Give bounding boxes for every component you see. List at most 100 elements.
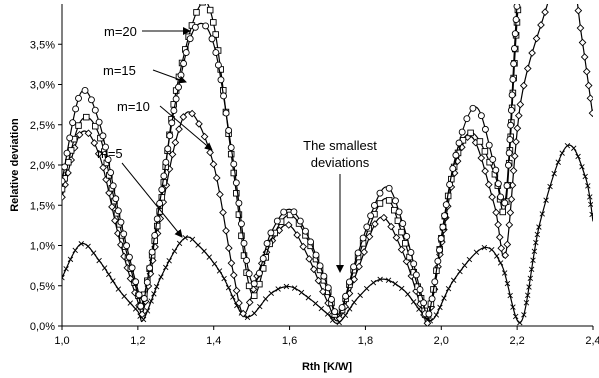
- data-point-marker: [399, 220, 407, 228]
- data-point-marker: [437, 235, 445, 243]
- data-point-marker: [564, 142, 571, 149]
- data-point-marker: [78, 241, 84, 247]
- y-tick-label: 2,5%: [30, 120, 55, 132]
- data-point-marker: [232, 179, 240, 187]
- data-point-marker: [296, 217, 304, 225]
- data-point-marker: [360, 248, 369, 256]
- data-point-marker: [75, 94, 82, 102]
- series-m15: [62, 4, 522, 320]
- data-point-marker: [351, 299, 357, 306]
- data-point-marker: [62, 193, 66, 202]
- data-point-marker: [587, 194, 593, 200]
- data-point-marker: [176, 240, 183, 247]
- data-point-marker: [441, 295, 447, 301]
- data-point-marker: [238, 232, 245, 240]
- data-point-marker: [298, 289, 305, 296]
- data-point-marker: [359, 234, 367, 242]
- data-point-marker: [458, 128, 466, 136]
- data-point-marker: [507, 195, 516, 204]
- data-point-marker: [394, 217, 402, 225]
- data-point-marker: [536, 224, 542, 230]
- data-point-marker: [227, 144, 235, 151]
- data-point-marker: [96, 257, 102, 264]
- data-point-marker: [290, 208, 298, 216]
- data-point-marker: [402, 257, 411, 266]
- data-point-marker: [219, 208, 227, 217]
- data-point-marker: [172, 95, 180, 103]
- data-point-marker: [259, 255, 267, 262]
- data-point-marker: [243, 257, 251, 264]
- data-point-marker: [507, 292, 513, 299]
- data-point-marker: [108, 203, 116, 211]
- data-point-marker: [367, 212, 375, 220]
- data-point-marker: [222, 226, 230, 235]
- data-point-marker: [437, 304, 443, 311]
- data-point-marker: [338, 304, 346, 312]
- data-point-marker: [402, 240, 409, 247]
- data-point-marker: [114, 207, 122, 215]
- data-point-marker: [312, 300, 319, 307]
- data-point-marker: [513, 4, 521, 10]
- data-point-marker: [559, 150, 565, 156]
- data-point-marker: [268, 290, 274, 297]
- data-point-marker: [171, 138, 180, 147]
- data-point-marker: [501, 251, 510, 260]
- data-point-marker: [143, 278, 151, 286]
- data-point-marker: [206, 254, 212, 260]
- data-point-marker: [428, 295, 436, 303]
- data-point-marker: [574, 6, 583, 15]
- data-point-marker: [508, 91, 516, 99]
- data-point-marker: [135, 291, 143, 299]
- data-point-marker: [488, 193, 496, 201]
- data-point-marker: [481, 148, 489, 155]
- data-point-marker: [387, 222, 395, 231]
- data-point-marker: [140, 295, 148, 302]
- x-axis-title: Rth [K/W]: [302, 361, 352, 373]
- data-point-marker: [410, 260, 418, 268]
- data-point-marker: [75, 122, 82, 129]
- data-point-marker: [449, 165, 457, 172]
- data-point-marker: [380, 213, 388, 222]
- data-point-marker: [314, 276, 323, 285]
- data-point-marker: [377, 276, 383, 283]
- data-point-marker: [385, 184, 393, 192]
- data-point-marker: [531, 248, 538, 255]
- data-point-marker: [345, 278, 353, 286]
- data-point-marker: [206, 6, 214, 14]
- data-point-marker: [467, 129, 474, 137]
- data-point-marker: [120, 230, 128, 238]
- data-point-marker: [163, 264, 169, 271]
- data-point-marker: [144, 308, 151, 314]
- data-point-marker: [72, 105, 80, 113]
- data-point-marker: [284, 221, 293, 229]
- data-point-marker: [445, 285, 452, 292]
- data-point-marker: [578, 38, 587, 47]
- data-point-marker: [224, 244, 233, 252]
- annotation-arrow: [121, 162, 183, 238]
- data-point-marker: [179, 113, 188, 121]
- data-point-marker: [509, 166, 518, 175]
- data-point-marker: [481, 167, 489, 175]
- data-point-marker: [586, 94, 593, 103]
- data-point-marker: [316, 262, 324, 270]
- data-point-marker: [267, 229, 275, 237]
- data-point-marker: [354, 249, 362, 257]
- data-point-marker: [395, 208, 403, 216]
- data-point-marker: [200, 132, 209, 141]
- data-point-marker: [199, 4, 206, 6]
- data-point-marker: [423, 319, 432, 326]
- data-point-marker: [206, 148, 214, 157]
- data-point-marker: [237, 220, 245, 228]
- data-point-marker: [240, 239, 248, 247]
- series-line: [62, 4, 518, 320]
- x-tick-label: 1,8: [358, 335, 373, 347]
- data-point-marker: [528, 266, 535, 273]
- data-point-marker: [463, 115, 471, 123]
- data-point-marker: [416, 306, 422, 312]
- data-point-marker: [175, 83, 182, 91]
- data-point-marker: [399, 285, 405, 292]
- data-point-marker: [512, 16, 520, 24]
- annotation-label: deviations: [311, 155, 370, 170]
- data-point-marker: [370, 279, 377, 286]
- data-point-marker: [214, 61, 222, 69]
